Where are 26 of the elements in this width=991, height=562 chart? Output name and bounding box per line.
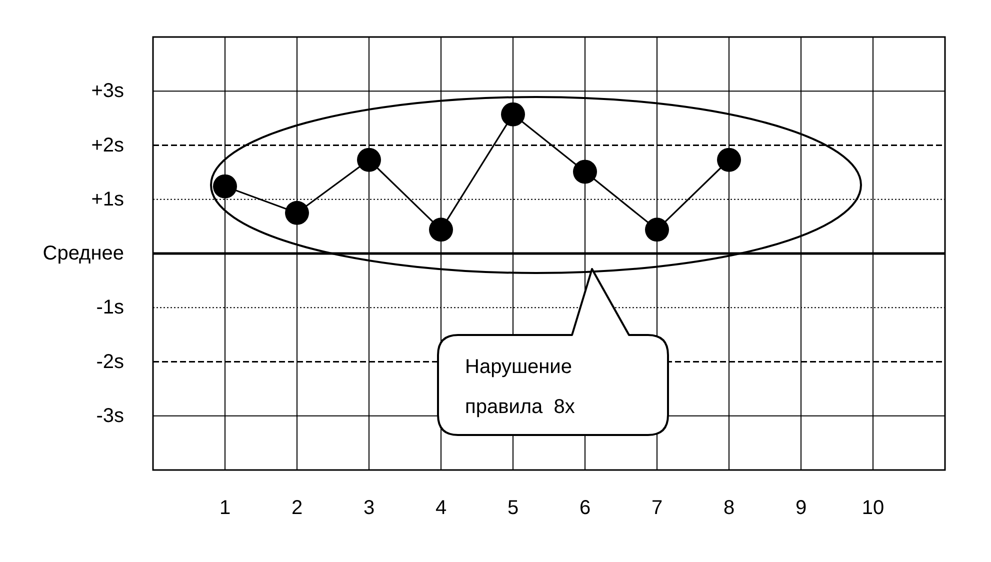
point: [285, 200, 309, 225]
x-tick-label: 10: [862, 497, 884, 519]
point: [429, 218, 453, 242]
point: [357, 148, 381, 172]
x-tick-label: 2: [291, 497, 303, 519]
y-tick-label: +3s: [91, 80, 124, 102]
y-tick-label: -3s: [96, 404, 124, 427]
point: [573, 160, 597, 184]
x-tick-label: 4: [435, 497, 447, 519]
point: [717, 148, 741, 172]
x-tick-label: 7: [651, 497, 663, 519]
x-tick-label: 1: [219, 497, 231, 519]
x-tick-label: 9: [795, 497, 807, 519]
annotation: Нарушение правила 8x: [465, 356, 575, 418]
y-tick-label: -2s: [96, 350, 124, 373]
point: [645, 218, 669, 242]
y-tick-label: -1s: [96, 296, 124, 319]
x-tick-label: 8: [723, 497, 735, 519]
y-tick-label: +1s: [91, 188, 124, 210]
x-tick-label: 6: [579, 497, 591, 519]
x-tick-label: 3: [363, 497, 375, 519]
point: [501, 102, 525, 126]
y-tick-label: Среднее: [42, 242, 124, 264]
point: [213, 174, 237, 198]
x-tick-label: 5: [507, 497, 519, 519]
y-tick-label: +2s: [91, 134, 124, 156]
